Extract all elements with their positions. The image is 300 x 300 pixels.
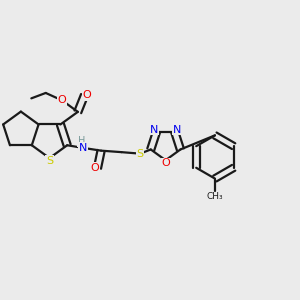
Text: N: N [150,124,158,135]
Text: N: N [173,124,181,135]
Text: O: O [90,163,99,173]
Text: S: S [46,155,53,166]
Text: O: O [58,95,67,106]
Text: CH₃: CH₃ [207,192,223,201]
Text: O: O [161,158,170,168]
Text: H: H [78,136,85,146]
Text: S: S [136,148,144,159]
Text: N: N [79,142,87,153]
Text: O: O [82,90,91,100]
